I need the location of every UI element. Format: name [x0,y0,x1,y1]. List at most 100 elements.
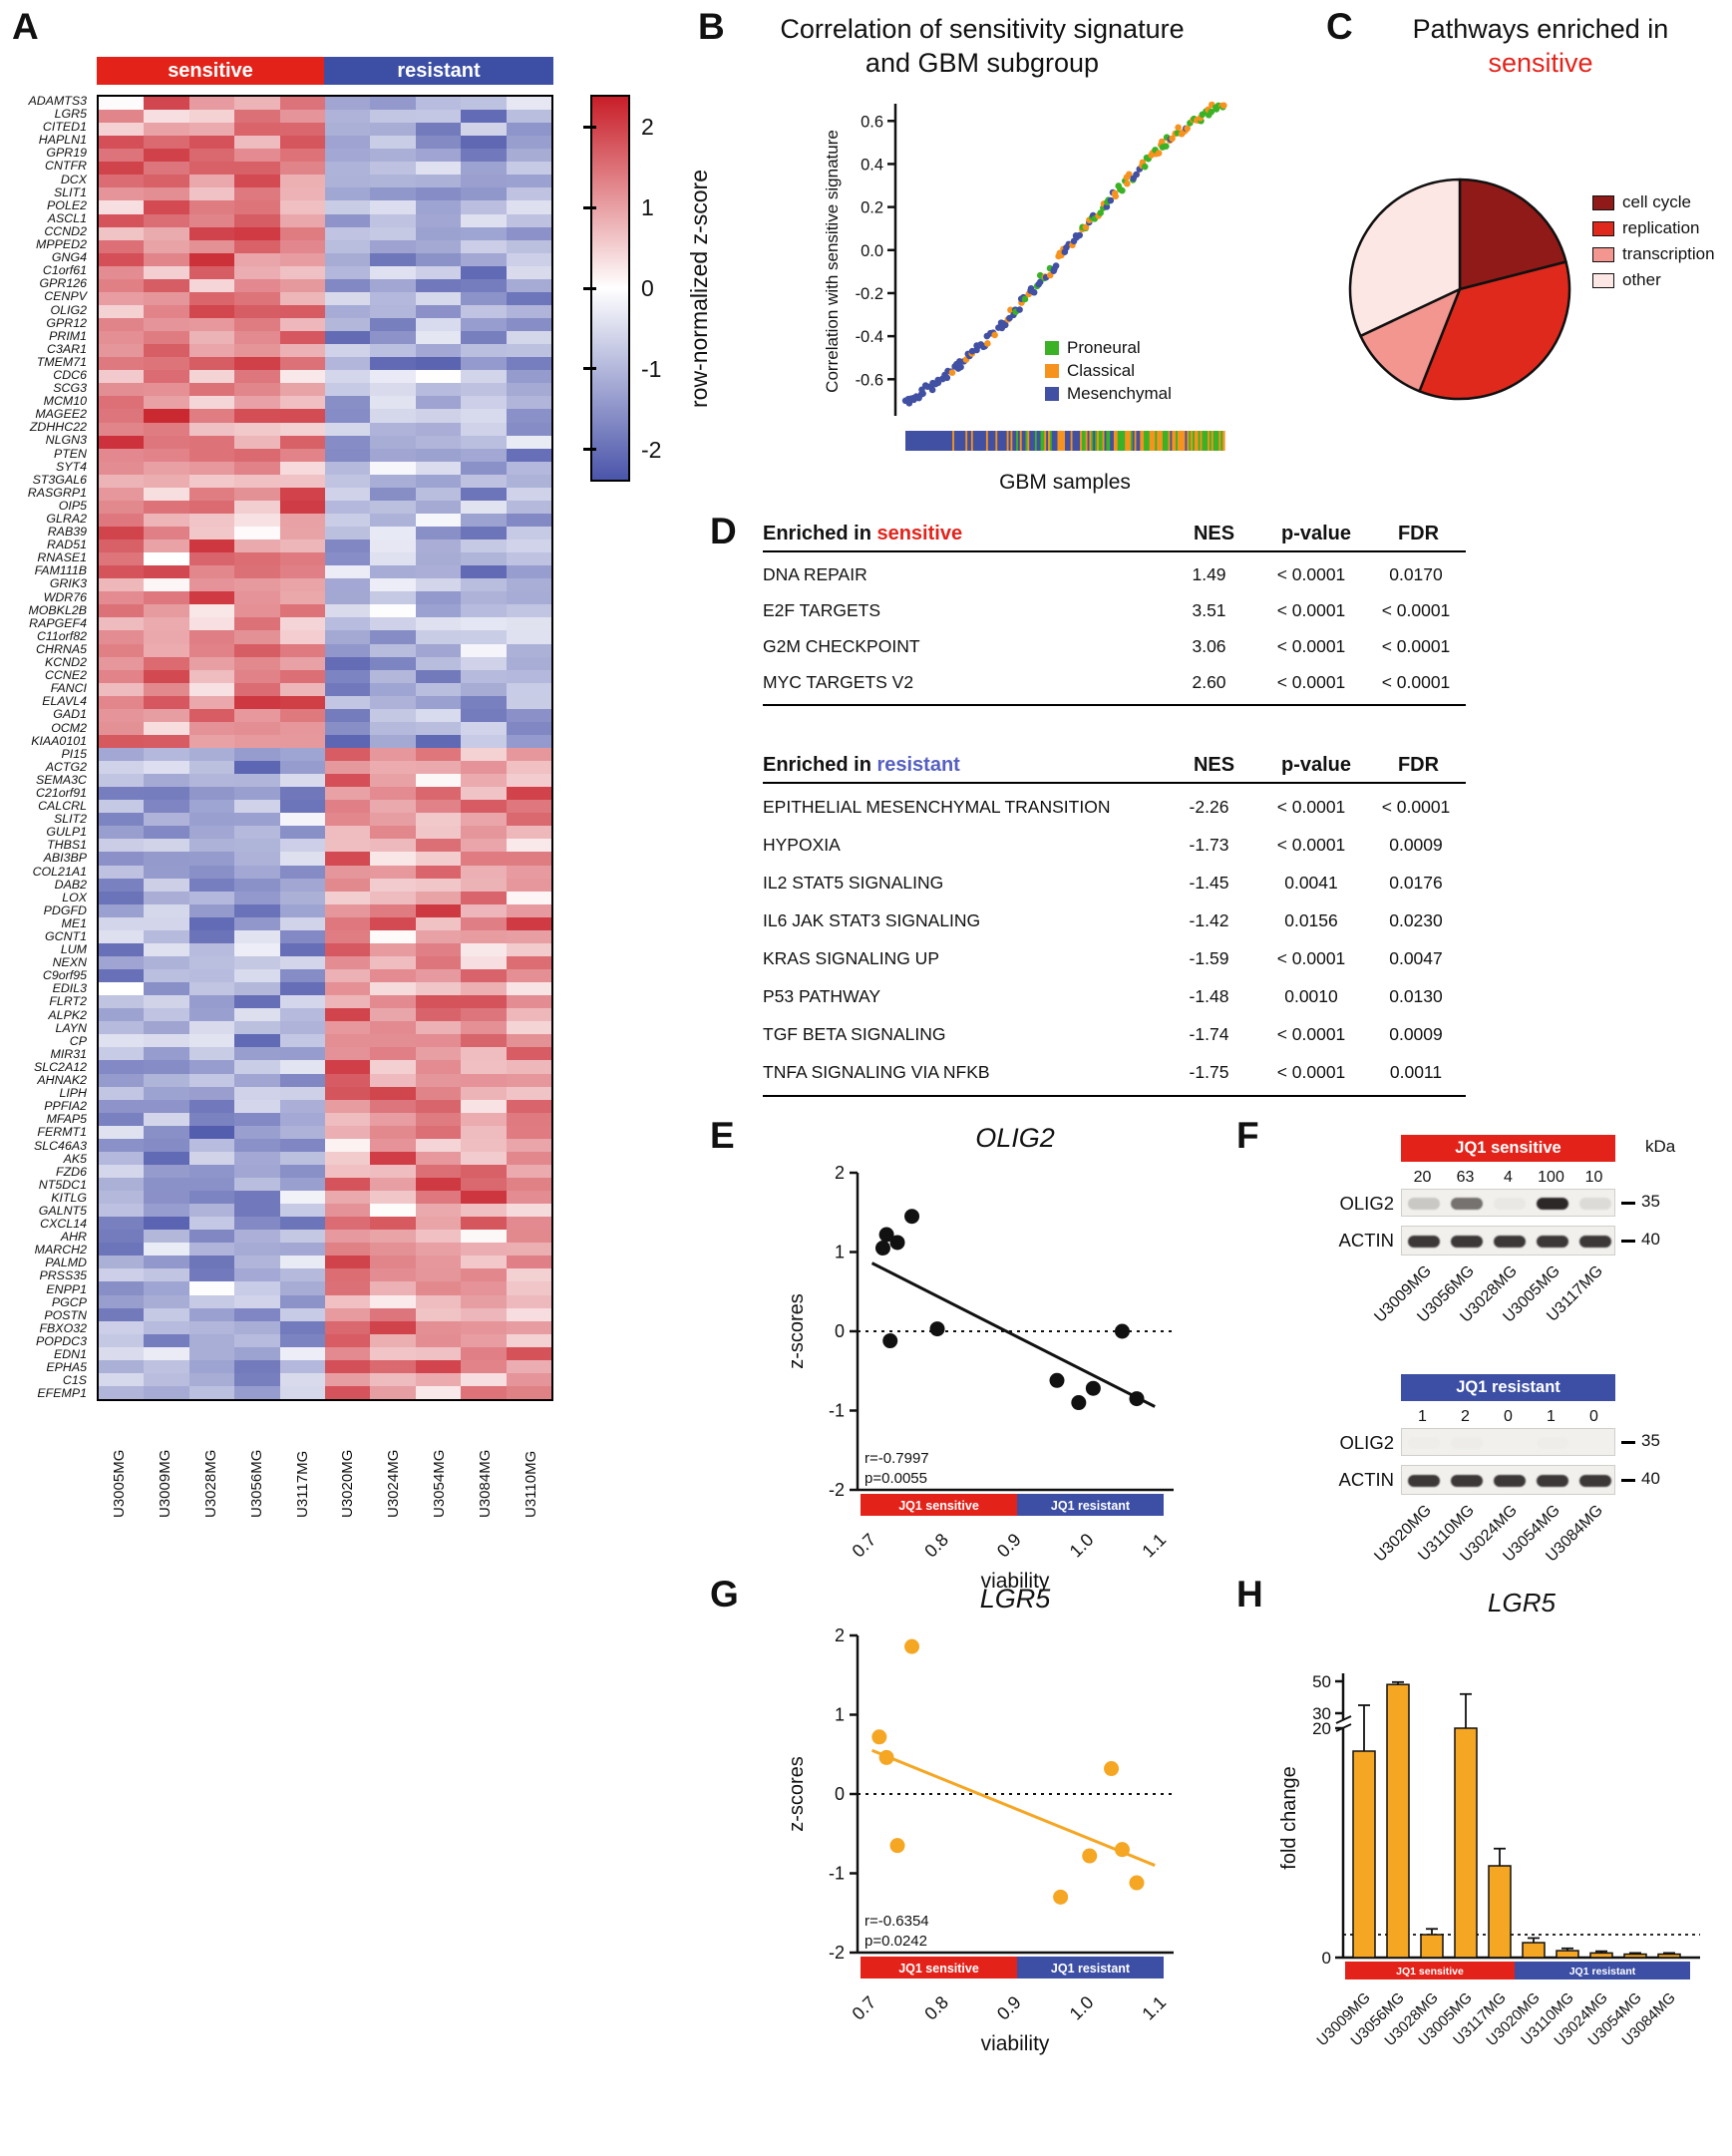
heatmap-cell [99,448,145,462]
heatmap-cell [461,448,507,462]
heatmap-cell [370,252,416,266]
b-data-point [1169,135,1176,143]
heatmap-cell [144,1217,189,1231]
b-subgroup-strip-mark [1010,431,1013,451]
table-cell: < 0.0001 [1381,599,1451,620]
b-subgroup-strip-mark [1019,431,1023,451]
h-bar [1589,1952,1613,1959]
heatmap-cell [506,1307,551,1321]
heatmap-cell [99,435,145,449]
b-subgroup-strip-mark [1104,431,1108,451]
heatmap-cell [506,435,551,449]
heatmap-cell [506,278,551,292]
gene-label: FANCI [50,681,87,696]
heatmap-cell [325,383,371,397]
b-subgroup-strip-mark [1142,431,1145,451]
y-tick-label: 0 [835,1321,845,1341]
heatmap-cell [144,916,189,930]
heatmap-cell [144,1346,189,1360]
heatmap-cell [370,955,416,970]
b-subgroup-strip-mark [1029,431,1032,451]
heatmap-cell [506,1151,551,1165]
heatmap-cell [461,617,507,631]
heatmap-cell [461,982,507,996]
heatmap-cell [279,617,325,631]
heatmap-cell [506,1112,551,1126]
b-subgroup-strip-mark [1102,431,1106,451]
heatmap-cell [99,748,145,762]
heatmap-cell [506,617,551,631]
heatmap-cell [234,291,280,305]
heatmap-cell [415,1099,462,1113]
gene-label: LOX [62,890,87,904]
heatmap-cell [370,331,416,345]
heatmap-cell [461,162,507,176]
table-cell: -1.74 [1189,1023,1229,1044]
b-subgroup-strip-mark [1066,431,1070,451]
heatmap-cell [234,721,280,735]
heatmap-cell [144,1177,189,1192]
b-subgroup-strip-mark [965,431,968,451]
heatmap-cell [415,955,462,970]
pie-legend-item: replication [1592,215,1732,241]
heatmap-cell [325,1099,371,1113]
b-subgroup-strip-mark [1214,431,1218,451]
table-cell: 0.0230 [1389,909,1443,930]
heatmap-cell [279,265,325,279]
heatmap-cell [461,344,507,358]
heatmap-cell [325,865,371,879]
heatmap-cell [415,1151,462,1165]
b-subgroup-strip-mark [999,431,1002,451]
heatmap-cell [506,200,551,214]
pathway-name: KRAS SIGNALING UP [763,947,939,968]
heatmap-cell [415,162,462,176]
table-cell: 0.0176 [1389,872,1443,893]
heatmap-cell [415,708,462,722]
b-subgroup-strip-mark [1068,431,1072,451]
heatmap-cell [506,839,551,853]
table-cell: 0.0130 [1389,985,1443,1006]
heatmap-cell [325,1177,371,1192]
b-subgroup-strip-mark [1162,431,1166,451]
marker-kda-value: 35 [1641,1192,1660,1211]
blot-band [1578,1236,1611,1248]
data-point [1049,1372,1065,1388]
heatmap-cell [144,1372,189,1386]
heatmap-cell [461,187,507,201]
heatmap-cell [99,1164,145,1178]
heatmap-cell [99,1333,145,1347]
heatmap-cell [415,1086,462,1100]
gene-label: SLIT2 [53,812,87,827]
heatmap-cell [370,318,416,332]
heatmap-cell [461,969,507,983]
b-subgroup-strip-mark [1125,431,1128,451]
heatmap-cell [506,396,551,410]
data-point [904,1209,920,1225]
heatmap-cell [279,448,325,462]
heatmap-cell [188,1047,235,1061]
heatmap-cell [99,110,145,124]
heatmap-cell [99,578,145,592]
heatmap-cell [325,903,371,917]
pie-legend-item: transcription [1592,241,1732,267]
heatmap-cell [279,213,325,227]
heatmap-cell [188,1086,235,1100]
heatmap-cell [325,1047,371,1061]
heatmap-cell [144,734,189,748]
heatmap-cell [370,1086,416,1100]
b-subgroup-strip-mark [1220,431,1223,451]
heatmap-cell [234,1217,280,1231]
heatmap-cell [234,149,280,163]
heatmap-cell [325,318,371,332]
heatmap-cell [370,1138,416,1152]
heatmap-cell [325,291,371,305]
heatmap-cell [325,878,371,892]
heatmap-cell [325,187,371,201]
gene-label: NLGN3 [45,433,87,448]
pie-legend-label: transcription [1622,244,1715,263]
heatmap-cell [144,344,189,358]
heatmap-cell [415,461,462,475]
heatmap-cell [415,942,462,956]
heatmap-cell [325,474,371,488]
